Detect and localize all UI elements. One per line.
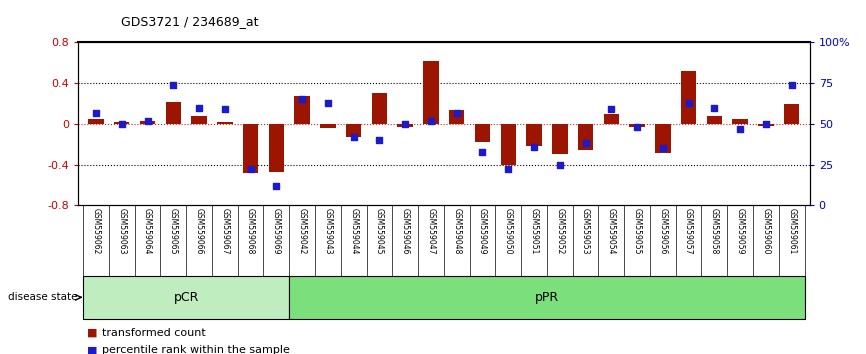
Bar [294, 96, 310, 124]
Text: GSM559052: GSM559052 [555, 208, 565, 255]
Bar [114, 122, 130, 124]
Bar [289, 276, 805, 319]
Text: GSM559044: GSM559044 [349, 208, 359, 255]
Bar [423, 61, 439, 124]
Text: GSM559067: GSM559067 [220, 208, 229, 255]
Point [553, 162, 566, 167]
Text: GSM559053: GSM559053 [581, 208, 590, 255]
Bar [397, 124, 413, 127]
Point [166, 82, 180, 88]
Text: GSM559066: GSM559066 [195, 208, 204, 255]
Text: GSM559055: GSM559055 [632, 208, 642, 255]
Text: ■: ■ [87, 346, 100, 354]
Text: GSM559063: GSM559063 [117, 208, 126, 255]
Text: percentile rank within the sample: percentile rank within the sample [102, 346, 290, 354]
Point [682, 100, 695, 105]
Bar [372, 93, 387, 124]
Point [89, 110, 103, 115]
Bar [83, 276, 289, 319]
Bar [604, 114, 619, 124]
Point [501, 167, 515, 172]
Text: GSM559062: GSM559062 [92, 208, 100, 255]
Point [269, 183, 283, 189]
Bar [527, 124, 542, 146]
Bar [655, 124, 670, 153]
Point [759, 121, 772, 127]
Point [734, 126, 747, 132]
Bar [578, 124, 593, 150]
Text: GSM559043: GSM559043 [323, 208, 333, 255]
Point [398, 121, 412, 127]
Point [656, 145, 669, 151]
Text: GSM559050: GSM559050 [504, 208, 513, 255]
Text: GSM559068: GSM559068 [246, 208, 255, 255]
Point [708, 105, 721, 110]
Text: GSM559045: GSM559045 [375, 208, 384, 255]
Point [192, 105, 206, 110]
Text: GSM559054: GSM559054 [607, 208, 616, 255]
Bar [139, 121, 155, 124]
Text: GSM559049: GSM559049 [478, 208, 487, 255]
Bar [191, 116, 207, 124]
Point [475, 149, 489, 154]
Point [527, 144, 541, 149]
Point [115, 121, 129, 127]
Text: GSM559051: GSM559051 [529, 208, 539, 255]
Text: GSM559046: GSM559046 [401, 208, 410, 255]
Bar [320, 124, 336, 128]
Point [604, 107, 618, 112]
Point [346, 134, 360, 140]
Point [243, 167, 257, 172]
Point [630, 124, 644, 130]
Bar [681, 71, 696, 124]
Text: GSM559061: GSM559061 [787, 208, 796, 255]
Point [218, 107, 232, 112]
Point [424, 118, 438, 124]
Text: pCR: pCR [173, 291, 199, 304]
Point [372, 137, 386, 143]
Bar [552, 124, 567, 154]
Bar [475, 124, 490, 142]
Point [140, 118, 154, 124]
Text: GSM559064: GSM559064 [143, 208, 152, 255]
Text: ■: ■ [87, 328, 100, 338]
Bar [758, 124, 773, 126]
Text: pPR: pPR [535, 291, 559, 304]
Text: GSM559056: GSM559056 [658, 208, 668, 255]
Point [785, 82, 798, 88]
Text: GSM559057: GSM559057 [684, 208, 693, 255]
Point [321, 100, 335, 105]
Text: GSM559059: GSM559059 [735, 208, 745, 255]
Text: GSM559047: GSM559047 [426, 208, 436, 255]
Text: GSM559048: GSM559048 [452, 208, 462, 255]
Bar [88, 119, 104, 124]
Text: GSM559058: GSM559058 [710, 208, 719, 255]
Bar [165, 102, 181, 124]
Bar [733, 119, 748, 124]
Text: GDS3721 / 234689_at: GDS3721 / 234689_at [121, 15, 259, 28]
Point [449, 110, 463, 115]
Bar [449, 110, 464, 124]
Bar [242, 124, 258, 173]
Bar [707, 116, 722, 124]
Text: GSM559065: GSM559065 [169, 208, 178, 255]
Text: transformed count: transformed count [102, 328, 206, 338]
Bar [346, 124, 361, 137]
Text: GSM559069: GSM559069 [272, 208, 281, 255]
Text: GSM559060: GSM559060 [761, 208, 771, 255]
Bar [501, 124, 516, 165]
Point [578, 141, 592, 146]
Bar [784, 104, 799, 124]
Bar [268, 124, 284, 172]
Text: disease state: disease state [8, 292, 77, 302]
Bar [630, 124, 645, 127]
Point [295, 97, 309, 102]
Text: GSM559042: GSM559042 [298, 208, 307, 255]
Bar [217, 122, 233, 124]
